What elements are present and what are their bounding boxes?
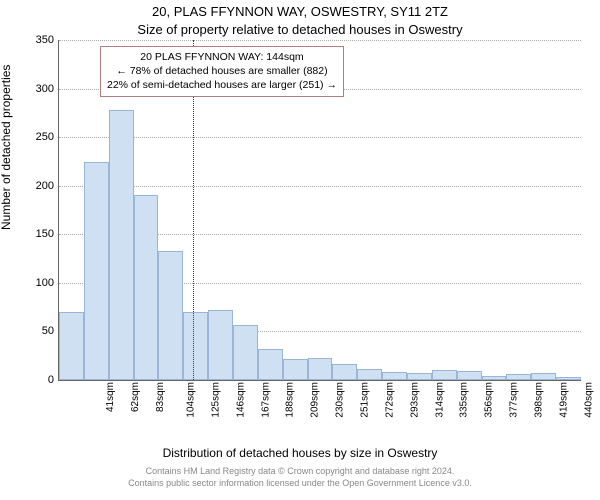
x-tick-label: 62sqm	[130, 382, 141, 412]
gridline	[59, 137, 581, 138]
x-tick-label: 209sqm	[310, 382, 321, 418]
histogram-bar	[258, 349, 283, 380]
annotation-line: 22% of semi-detached houses are larger (…	[107, 78, 337, 92]
annotation-line: ← 78% of detached houses are smaller (88…	[107, 64, 337, 78]
y-tick-label: 50	[14, 325, 54, 337]
x-tick-label: 83sqm	[155, 382, 166, 412]
annotation-box: 20 PLAS FFYNNON WAY: 144sqm← 78% of deta…	[100, 46, 344, 97]
gridline	[59, 40, 581, 41]
x-tick-label: 251sqm	[360, 382, 371, 418]
x-tick-label: 419sqm	[558, 382, 569, 418]
x-tick-label: 314sqm	[434, 382, 445, 418]
x-tick-label: 167sqm	[260, 382, 271, 418]
histogram-bar	[407, 373, 432, 380]
figure: 20, PLAS FFYNNON WAY, OSWESTRY, SY11 2TZ…	[0, 0, 600, 500]
histogram-bar	[382, 372, 407, 380]
y-tick-label: 150	[14, 228, 54, 240]
x-tick-label: 230sqm	[335, 382, 346, 418]
histogram-bar	[134, 195, 159, 380]
histogram-bar	[482, 376, 507, 380]
y-axis-label: Number of detached properties	[0, 65, 13, 230]
x-tick-label: 41sqm	[105, 382, 116, 412]
histogram-bar	[308, 358, 333, 380]
histogram-bar	[59, 312, 84, 380]
histogram-bar	[233, 325, 258, 380]
y-tick-label: 0	[14, 374, 54, 386]
x-axis-label: Distribution of detached houses by size …	[0, 446, 600, 460]
histogram-bar	[283, 359, 308, 380]
y-tick-label: 100	[14, 277, 54, 289]
footer-text: Contains HM Land Registry data © Crown c…	[0, 466, 600, 489]
x-tick-label: 104sqm	[186, 382, 197, 418]
histogram-bar	[332, 364, 357, 381]
x-tick-label: 272sqm	[384, 382, 395, 418]
histogram-bar	[84, 162, 109, 380]
x-tick-label: 335sqm	[459, 382, 470, 418]
footer-line-1: Contains HM Land Registry data © Crown c…	[0, 466, 600, 478]
histogram-bar	[208, 310, 233, 380]
x-tick-label: 125sqm	[210, 382, 221, 418]
histogram-bar	[506, 374, 531, 380]
chart-title: 20, PLAS FFYNNON WAY, OSWESTRY, SY11 2TZ	[0, 4, 600, 19]
histogram-bar	[357, 369, 382, 380]
histogram-bar	[457, 371, 482, 380]
gridline	[59, 186, 581, 187]
x-tick-label: 146sqm	[235, 382, 246, 418]
x-tick-label: 377sqm	[509, 382, 520, 418]
histogram-bar	[556, 377, 581, 380]
y-tick-label: 350	[14, 34, 54, 46]
y-tick-label: 300	[14, 83, 54, 95]
annotation-line: 20 PLAS FFYNNON WAY: 144sqm	[107, 50, 337, 64]
y-tick-label: 250	[14, 131, 54, 143]
x-tick-label: 293sqm	[409, 382, 420, 418]
y-tick-label: 200	[14, 180, 54, 192]
x-tick-label: 440sqm	[583, 382, 594, 418]
histogram-bar	[531, 373, 556, 380]
x-tick-label: 398sqm	[534, 382, 545, 418]
histogram-bar	[109, 110, 134, 380]
histogram-bar	[158, 251, 183, 380]
histogram-bar	[432, 370, 457, 380]
footer-line-2: Contains public sector information licen…	[0, 478, 600, 490]
x-tick-label: 356sqm	[484, 382, 495, 418]
x-tick-label: 188sqm	[285, 382, 296, 418]
histogram-bar	[183, 312, 208, 380]
chart-subtitle: Size of property relative to detached ho…	[0, 22, 600, 37]
